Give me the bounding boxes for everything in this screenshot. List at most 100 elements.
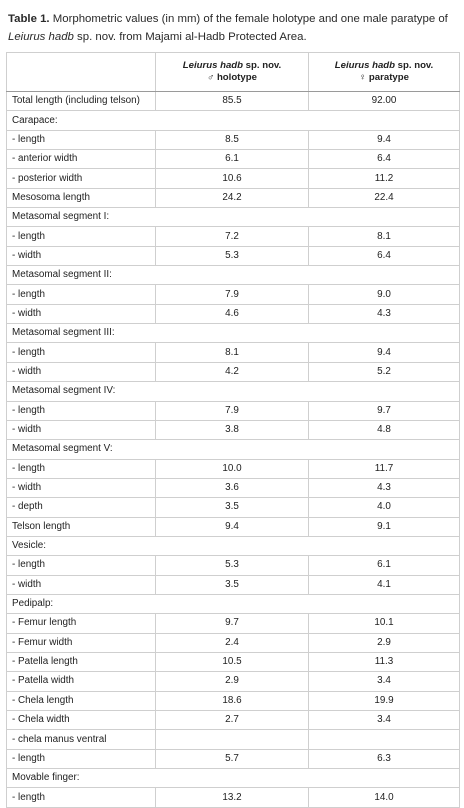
row-label: - Patella width xyxy=(6,671,156,692)
paratype-value: 3.4 xyxy=(308,671,460,692)
section-row: Metasomal segment IV: xyxy=(6,381,460,402)
table-row: - length 7.9 9.7 xyxy=(6,400,460,421)
section-row: Metasomal segment II: xyxy=(6,265,460,286)
table-row: - Chela width 2.7 3.4 xyxy=(6,709,460,731)
paratype-value: 4.0 xyxy=(308,497,460,518)
table-row: - Patella length 10.5 11.3 xyxy=(6,651,460,673)
holotype-value: 10.5 xyxy=(155,651,309,673)
table-row: - posterior width 10.6 11.2 xyxy=(6,168,460,189)
paratype-value: 92.00 xyxy=(308,90,460,112)
paratype-value: 10.1 xyxy=(308,613,460,634)
holotype-value: 2.4 xyxy=(155,632,309,653)
holotype-value: 6.1 xyxy=(155,149,309,170)
section-row: Movable finger: xyxy=(6,768,460,789)
paratype-value: 14.0 xyxy=(308,787,460,808)
row-label: - length xyxy=(6,458,156,479)
paratype-value: 4.3 xyxy=(308,303,460,325)
table-row: - Femur length 9.7 10.1 xyxy=(6,613,460,634)
table-row: - width 5.3 6.4 xyxy=(6,245,460,267)
section-row: Vesicle: xyxy=(6,535,460,557)
holotype-value: 85.5 xyxy=(155,90,309,112)
row-label: - anterior width xyxy=(6,149,156,170)
holotype-value: 4.2 xyxy=(155,361,309,383)
row-label: - Patella length xyxy=(6,651,156,673)
paratype-value xyxy=(308,729,460,750)
table-row: - width 3.6 4.3 xyxy=(6,477,460,499)
holotype-value: 2.7 xyxy=(155,709,309,731)
holotype-value xyxy=(155,729,309,750)
table-row: Total length (including telson) 85.5 92.00 xyxy=(6,90,460,112)
section-label: Metasomal segment III: xyxy=(6,323,460,344)
section-row: Metasomal segment III: xyxy=(6,323,460,344)
row-label: Telson length xyxy=(6,516,156,537)
paratype-value: 5.2 xyxy=(308,361,460,383)
holotype-value: 3.5 xyxy=(155,497,309,518)
paratype-value: 11.7 xyxy=(308,458,460,479)
row-label: - width xyxy=(6,245,156,267)
row-label: - length xyxy=(6,748,156,770)
row-label: - length xyxy=(6,555,156,576)
holotype-value: 10.6 xyxy=(155,168,309,189)
paratype-value: 2.9 xyxy=(308,632,460,653)
holotype-value: 3.6 xyxy=(155,477,309,499)
paratype-value: 4.8 xyxy=(308,419,460,441)
section-label: Pedipalp: xyxy=(6,593,460,615)
table-row: - length 10.0 11.7 xyxy=(6,458,460,479)
row-label: - length xyxy=(6,284,156,305)
section-label: Metasomal segment I: xyxy=(6,207,460,228)
table-row: - width 3.5 4.1 xyxy=(6,574,460,595)
row-label: - length xyxy=(6,226,156,247)
header-holotype: Leiurus hadb sp. nov. ♂ holotype xyxy=(155,52,309,92)
holotype-value: 3.5 xyxy=(155,574,309,595)
table-row: - length 13.2 14.0 xyxy=(6,787,460,808)
section-label: Metasomal segment IV: xyxy=(6,381,460,402)
table-row: - Patella width 2.9 3.4 xyxy=(6,671,460,692)
row-label: - width xyxy=(6,574,156,595)
header-empty-cell xyxy=(6,52,156,92)
holotype-value: 4.6 xyxy=(155,303,309,325)
holotype-value: 13.2 xyxy=(155,787,309,808)
table-row: - width 4.2 5.2 xyxy=(6,361,460,383)
caption-label: Table 1. xyxy=(8,13,50,25)
section-label: Movable finger: xyxy=(6,768,460,789)
header-paratype-sub: ♀ paratype xyxy=(359,72,409,83)
paratype-value: 19.9 xyxy=(308,690,460,712)
holotype-value: 5.7 xyxy=(155,748,309,770)
row-label: Total length (including telson) xyxy=(6,90,156,112)
holotype-value: 24.2 xyxy=(155,187,309,209)
paratype-value: 6.1 xyxy=(308,555,460,576)
header-paratype-species: Leiurus hadb xyxy=(334,60,396,71)
paratype-value: 22.4 xyxy=(308,187,460,209)
row-label: Mesosoma length xyxy=(6,187,156,209)
table-row: - chela manus ventral xyxy=(6,729,460,750)
table-row: - length 7.2 8.1 xyxy=(6,226,460,247)
holotype-value: 2.9 xyxy=(155,671,309,692)
paratype-value: 9.0 xyxy=(308,284,460,305)
table-row: - anterior width 6.1 6.4 xyxy=(6,149,460,170)
holotype-value: 9.7 xyxy=(155,613,309,634)
table-body: Total length (including telson) 85.5 92.00… xyxy=(6,90,460,808)
table-row: - length 8.5 9.4 xyxy=(6,129,460,151)
section-row: Carapace: xyxy=(6,110,460,131)
table-caption: Table 1. Morphometric values (in mm) of … xyxy=(8,10,460,46)
row-label: - chela manus ventral xyxy=(6,729,156,750)
holotype-value: 9.4 xyxy=(155,516,309,537)
paratype-value: 9.4 xyxy=(308,342,460,363)
header-holotype-sub: ♂ holotype xyxy=(207,72,257,83)
header-holotype-species: Leiurus hadb xyxy=(182,60,244,71)
section-label: Carapace: xyxy=(6,110,460,131)
paratype-value: 9.7 xyxy=(308,400,460,421)
caption-text-after: sp. nov. from Majami al-Hadb Protected A… xyxy=(73,31,307,43)
table-row: - length 7.9 9.0 xyxy=(6,284,460,305)
row-label: - width xyxy=(6,303,156,325)
row-label: - length xyxy=(6,129,156,151)
row-label: - posterior width xyxy=(6,168,156,189)
row-label: - width xyxy=(6,361,156,383)
holotype-value: 3.8 xyxy=(155,419,309,441)
holotype-value: 7.9 xyxy=(155,400,309,421)
table-row: - Chela length 18.6 19.9 xyxy=(6,690,460,712)
holotype-value: 8.1 xyxy=(155,342,309,363)
paratype-value: 6.4 xyxy=(308,149,460,170)
paratype-value: 9.4 xyxy=(308,129,460,151)
section-row: Metasomal segment I: xyxy=(6,207,460,228)
